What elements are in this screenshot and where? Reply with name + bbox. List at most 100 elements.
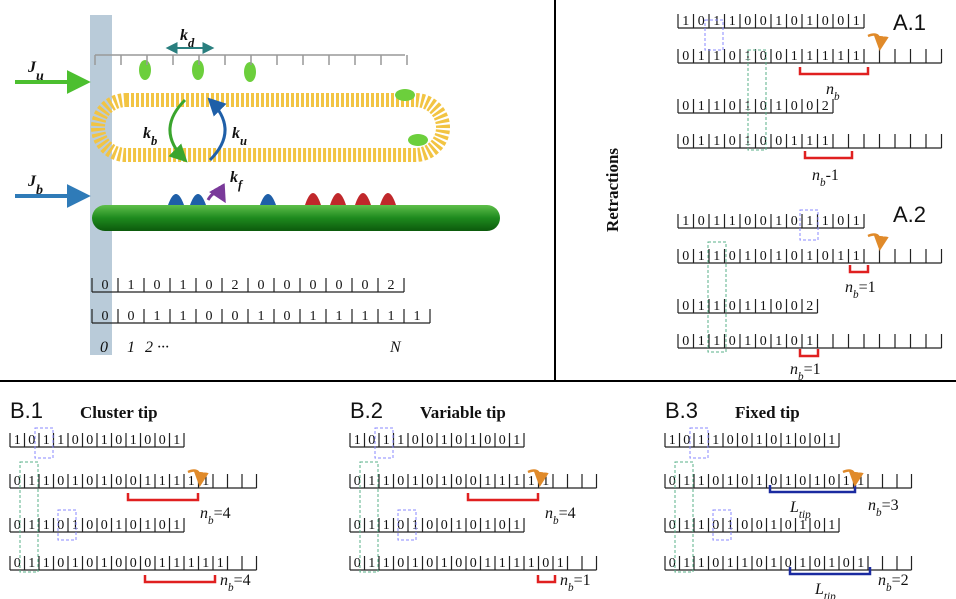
- site-digit: 1: [383, 518, 390, 533]
- site-digit: 1: [770, 556, 777, 571]
- site-digit: 1: [128, 278, 135, 293]
- panel-title: Fixed tip: [735, 403, 800, 422]
- site-digit: 0: [441, 518, 448, 533]
- site-digit: 1: [775, 214, 782, 229]
- site-digit: 1: [14, 433, 21, 448]
- site-digit: 0: [727, 433, 734, 448]
- site-digit: 1: [258, 309, 265, 324]
- site-digit: 1: [154, 309, 161, 324]
- site-digit: 1: [712, 433, 719, 448]
- retraction-arrow: [868, 235, 880, 249]
- site-digit: 0: [14, 556, 21, 571]
- site-digit: 1: [441, 474, 448, 489]
- site-digit: 1: [698, 49, 705, 64]
- site-digit: 1: [775, 14, 782, 29]
- symbol-sub: tip: [799, 509, 811, 521]
- site-digit: 1: [806, 334, 813, 349]
- site-label: 0: [100, 339, 108, 356]
- site-digit: 0: [682, 249, 689, 264]
- site-digit: 0: [791, 14, 798, 29]
- site-digit: 0: [130, 556, 137, 571]
- site-digit: 0: [698, 14, 705, 29]
- site-digit: 1: [822, 49, 829, 64]
- site-digit: 0: [368, 433, 375, 448]
- site-digit: 0: [760, 214, 767, 229]
- schematic: [15, 15, 500, 355]
- arrow-kf: [208, 193, 224, 200]
- site-digit: 1: [713, 99, 720, 114]
- site-digit: 0: [729, 299, 736, 314]
- site-digit: 0: [57, 474, 64, 489]
- site-digit: 1: [43, 474, 50, 489]
- bracket: [145, 575, 215, 582]
- site-digit: 0: [760, 334, 767, 349]
- site-digit: 1: [713, 134, 720, 149]
- site-digit: 1: [528, 474, 535, 489]
- site-digit: 1: [513, 433, 520, 448]
- symbol: nb=1: [560, 572, 591, 594]
- site-digit: 1: [822, 214, 829, 229]
- site-digit: 1: [101, 474, 108, 489]
- site-digit: 0: [115, 556, 122, 571]
- site-digit: 1: [414, 309, 421, 324]
- site-digit: 1: [484, 474, 491, 489]
- site-label: 1: [127, 339, 135, 356]
- site-digit: 0: [542, 556, 549, 571]
- site-digit: 1: [173, 433, 180, 448]
- site-digit: 0: [744, 14, 751, 29]
- site-digit: 0: [669, 556, 676, 571]
- site-digit: 1: [354, 433, 361, 448]
- site-digit: 0: [310, 278, 317, 293]
- site-digit: 1: [144, 518, 151, 533]
- symbol-main: n: [878, 572, 886, 589]
- site-digit: 0: [791, 99, 798, 114]
- retractions-title: Retractions: [603, 148, 622, 232]
- site-digit: 1: [806, 14, 813, 29]
- site-digit: 0: [791, 214, 798, 229]
- site-digit: 1: [180, 309, 187, 324]
- site-digit: 0: [729, 49, 736, 64]
- symbol-rest: =1: [804, 361, 821, 378]
- site-digit: 1: [713, 49, 720, 64]
- symbol-main: n: [845, 279, 853, 296]
- site-digit: 1: [698, 433, 705, 448]
- site-digit: 1: [727, 474, 734, 489]
- symbol-rest: =3: [882, 497, 899, 514]
- site-digit: 0: [159, 433, 166, 448]
- site-digit: 0: [455, 556, 462, 571]
- arrow-kb: [170, 100, 185, 160]
- site-digit: 0: [814, 433, 821, 448]
- figure: Retractions JuJbkdkbkukf0101020000020011…: [0, 0, 956, 599]
- site-digit: 1: [744, 134, 751, 149]
- site-digit: 1: [729, 214, 736, 229]
- site-digit: 0: [791, 299, 798, 314]
- site-digit: 1: [412, 518, 419, 533]
- bracket: [850, 265, 868, 272]
- site-digit: 0: [814, 556, 821, 571]
- site-digit: 0: [499, 433, 506, 448]
- site-digit: 1: [217, 556, 224, 571]
- site-digit: 0: [712, 556, 719, 571]
- site-digit: 2: [822, 99, 829, 114]
- site-digit: 1: [683, 556, 690, 571]
- symbol: kd: [180, 27, 195, 50]
- site-digit: 0: [744, 214, 751, 229]
- symbol-sub: b: [834, 91, 840, 103]
- site-digit: 1: [513, 518, 520, 533]
- site-digit: 0: [426, 518, 433, 533]
- panel-title: Cluster tip: [80, 403, 158, 422]
- site-digit: 0: [712, 474, 719, 489]
- site-digit: 1: [470, 433, 477, 448]
- symbol: ku: [232, 125, 247, 148]
- site-digit: 1: [362, 309, 369, 324]
- site-digit: 0: [760, 249, 767, 264]
- site-digit: 1: [713, 334, 720, 349]
- site-digit: 0: [828, 474, 835, 489]
- symbol: nb=4: [220, 572, 251, 594]
- site-digit: 0: [770, 433, 777, 448]
- symbol: kf: [230, 169, 244, 192]
- symbol-rest: =4: [234, 572, 251, 589]
- site-digit: 1: [837, 249, 844, 264]
- site-digit: 0: [144, 556, 151, 571]
- site-digit: 1: [760, 299, 767, 314]
